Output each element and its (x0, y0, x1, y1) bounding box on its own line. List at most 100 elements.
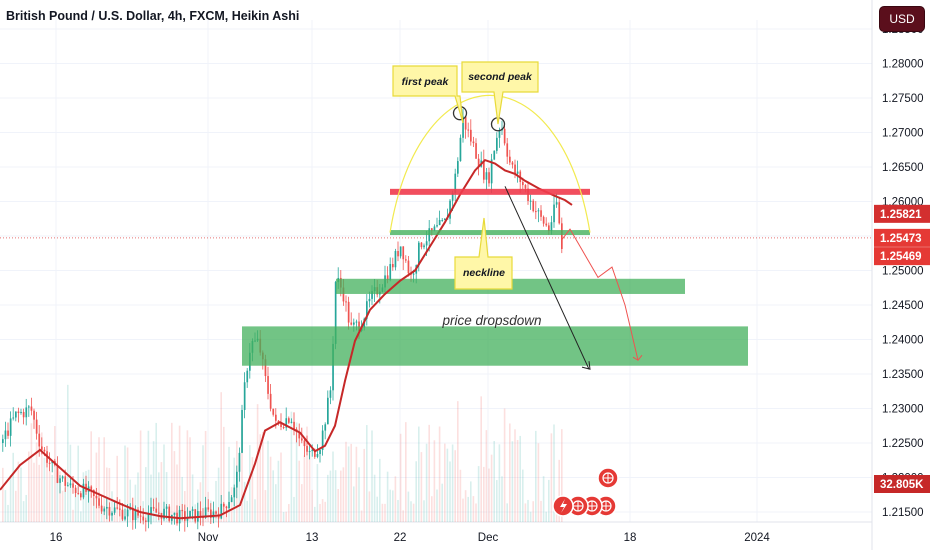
candle-body (402, 246, 405, 260)
volume-bar (527, 499, 529, 522)
volume-bar (259, 434, 261, 522)
price-tick-label: 1.24500 (882, 300, 924, 312)
candle-body (282, 427, 285, 429)
candle-body (43, 449, 46, 452)
candle-body (9, 418, 12, 436)
candle-body (30, 406, 33, 411)
candle-body (321, 430, 324, 450)
volume-bar (384, 503, 386, 522)
volume-bar (319, 503, 321, 522)
candle-body (223, 503, 225, 507)
candle-body (285, 418, 288, 428)
currency-button[interactable]: USD (879, 6, 925, 32)
candle-body (392, 264, 394, 268)
volume-bar (454, 450, 456, 522)
time-axis[interactable]: 16 Nov 13 22 Dec 18 2024 (50, 532, 771, 544)
time-tick-label: 22 (394, 532, 407, 544)
volume-bar (475, 503, 477, 522)
candle-body (82, 483, 85, 498)
volume-bar (373, 474, 376, 522)
volume-bar (61, 490, 64, 522)
volume-bar (496, 480, 498, 522)
volume-bar (511, 441, 514, 522)
volume-bar (485, 430, 488, 522)
event-flag-icon[interactable] (597, 467, 619, 489)
volume-bar (181, 476, 183, 522)
volume-bar (30, 423, 33, 522)
candle-body (358, 321, 360, 331)
volume-bar (449, 461, 451, 522)
candle-body (277, 420, 280, 423)
volume-bar (202, 445, 204, 522)
candle-body (69, 483, 72, 486)
event-icons[interactable] (552, 467, 619, 517)
volume-bar (186, 430, 189, 522)
volume-bar (280, 452, 282, 522)
volume-bar (371, 430, 373, 522)
volume-bar (394, 476, 397, 522)
dividend-lightning-icon[interactable] (552, 495, 574, 517)
candle-body (199, 511, 202, 518)
candle-body (17, 411, 20, 413)
candle-body (444, 218, 446, 220)
candle-body (56, 465, 59, 483)
candle-body (163, 508, 165, 519)
price-badge-text: 1.25473 (880, 233, 922, 245)
volume-bar (436, 489, 438, 522)
candle-body (506, 143, 509, 157)
volume-bar (220, 392, 222, 522)
volume-bar (537, 443, 540, 522)
volume-bar (306, 426, 308, 522)
volume-bar (347, 446, 350, 522)
candle-body (189, 510, 191, 518)
candle-body (80, 493, 82, 498)
volume-bar (498, 444, 501, 522)
volume-bar (93, 498, 95, 522)
first-peak-label: first peak (402, 76, 450, 88)
volume-bar (95, 452, 98, 522)
candle-body (316, 454, 319, 457)
volume-bar (438, 426, 441, 522)
volume-bar (514, 429, 516, 522)
candle-body (334, 282, 337, 344)
volume-bar (178, 425, 181, 522)
volume-bar (311, 489, 313, 522)
volume-bar (425, 443, 428, 522)
candle-body (509, 156, 511, 163)
volume-bar (516, 440, 519, 522)
volume-bar (85, 470, 87, 522)
volume-bar (379, 458, 381, 522)
candle-body (228, 502, 230, 509)
candle-body (558, 202, 561, 224)
resistance-line (390, 188, 590, 195)
volume-bar (243, 481, 246, 522)
volume-bar (108, 468, 111, 522)
candle-body (134, 509, 137, 521)
volume-bar (501, 476, 503, 522)
candle-body (233, 487, 236, 498)
candle-body (194, 509, 197, 522)
candle-body (212, 511, 215, 519)
candle-body (103, 508, 106, 512)
candle-body (61, 476, 64, 479)
candle-body (368, 298, 371, 302)
candle-body (95, 496, 98, 499)
volume-bar (506, 503, 508, 522)
candle-body (532, 200, 535, 212)
volume-bar (80, 511, 82, 522)
volume-bar (488, 468, 490, 522)
volume-bar (410, 501, 412, 522)
volume-bar (550, 433, 553, 522)
candle-body (548, 225, 550, 231)
volume-bar (90, 431, 92, 522)
volume-bar (191, 474, 194, 522)
candle-body (142, 516, 145, 521)
candle-body (522, 182, 524, 186)
volume-bar (152, 441, 155, 522)
first-peak-callout (392, 65, 464, 124)
volume-bar (405, 422, 407, 522)
candle-body (561, 223, 563, 249)
candle-body (41, 446, 43, 450)
price-axis[interactable]: 1.285001.280001.275001.270001.265001.260… (882, 24, 924, 519)
